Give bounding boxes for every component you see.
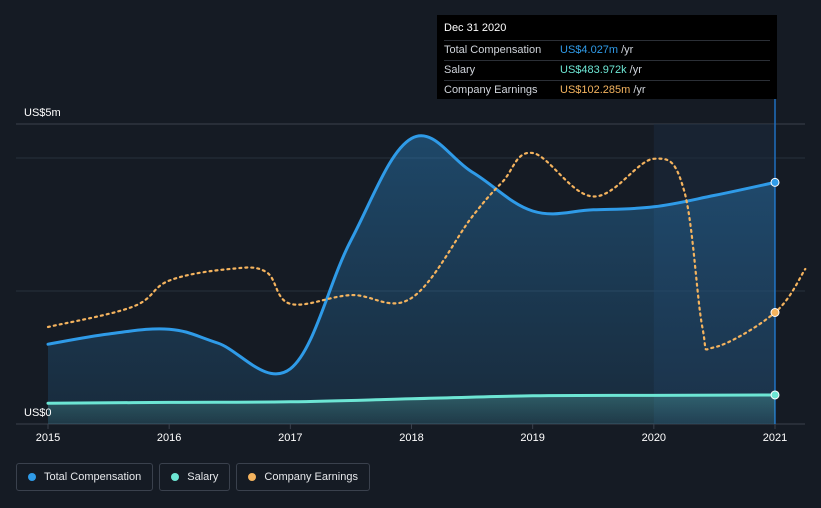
tooltip-value: US$483.972k (560, 61, 627, 80)
x-tick-label: 2017 (278, 432, 302, 444)
legend-item-total-compensation[interactable]: Total Compensation (16, 463, 153, 491)
tooltip-value: US$4.027m (560, 41, 618, 60)
x-tick-label: 2016 (157, 432, 181, 444)
y-axis-label-max: US$5m (24, 107, 61, 119)
marker-company-earnings (771, 309, 779, 317)
tooltip-unit: /yr (630, 61, 642, 80)
tooltip-unit: /yr (621, 41, 633, 60)
tooltip-label: Salary (444, 61, 560, 80)
legend-label: Salary (187, 471, 218, 483)
marker-total-compensation (771, 178, 779, 186)
tooltip-date: Dec 31 2020 (444, 22, 770, 34)
legend-item-company-earnings[interactable]: Company Earnings (236, 463, 370, 491)
tooltip-value: US$102.285m (560, 81, 630, 100)
tooltip-unit: /yr (633, 81, 645, 100)
legend: Total Compensation Salary Company Earnin… (16, 463, 370, 491)
marker-salary (771, 391, 779, 399)
x-tick-label: 2018 (399, 432, 423, 444)
tooltip-row-total-compensation: Total Compensation US$4.027m /yr (444, 40, 770, 60)
tooltip-row-salary: Salary US$483.972k /yr (444, 60, 770, 80)
legend-dot-icon (248, 473, 256, 481)
legend-dot-icon (171, 473, 179, 481)
x-tick-label: 2020 (642, 432, 666, 444)
legend-label: Total Compensation (44, 471, 141, 483)
tooltip-label: Company Earnings (444, 81, 560, 100)
x-tick-label: 2015 (36, 432, 60, 444)
x-tick-label: 2021 (763, 432, 787, 444)
legend-label: Company Earnings (264, 471, 358, 483)
x-tick-label: 2019 (520, 432, 544, 444)
tooltip-row-company-earnings: Company Earnings US$102.285m /yr (444, 80, 770, 100)
tooltip-label: Total Compensation (444, 41, 560, 60)
data-tooltip: Dec 31 2020 Total Compensation US$4.027m… (437, 15, 777, 99)
legend-dot-icon (28, 473, 36, 481)
legend-item-salary[interactable]: Salary (159, 463, 230, 491)
y-axis-label-min: US$0 (24, 407, 52, 419)
x-axis-ticks: 2015 2016 2017 2018 2019 2020 2021 (36, 424, 787, 444)
